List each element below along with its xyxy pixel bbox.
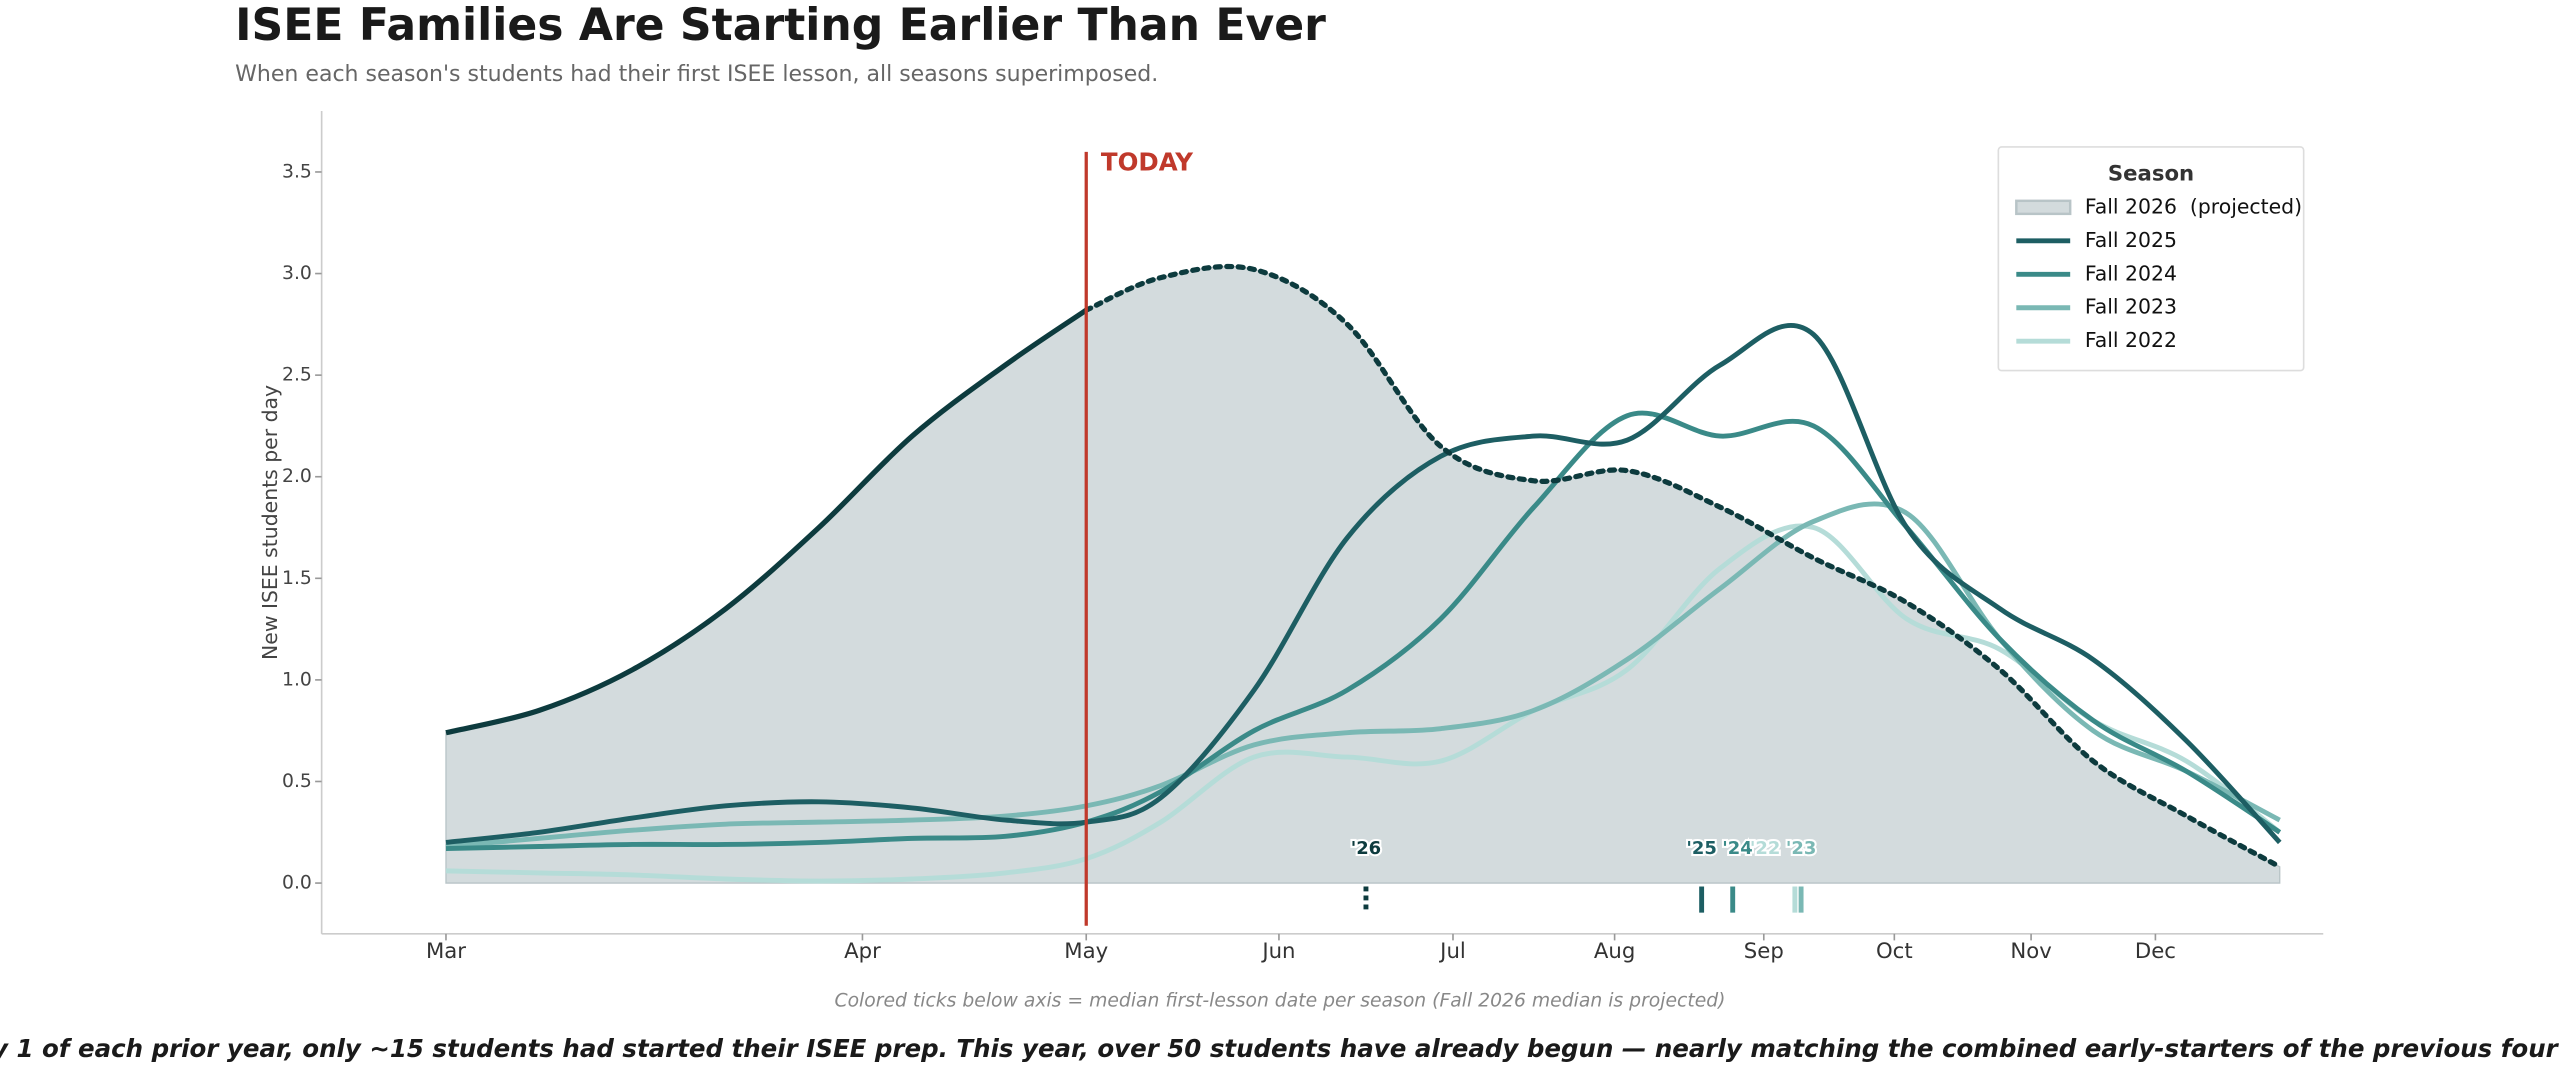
y-tick-label: 2.5 — [282, 365, 312, 386]
x-tick-label: Nov — [2010, 939, 2051, 964]
legend-swatch — [2015, 199, 2072, 216]
y-tick-label: 2.0 — [282, 466, 312, 487]
caption: Colored ticks below axis = median first-… — [834, 990, 1725, 1011]
legend-label: Fall 2026 (projected) — [2085, 194, 2302, 218]
y-tick-label: 1.5 — [282, 568, 312, 589]
y-tick-label: 3.0 — [282, 263, 312, 284]
chart-title: ISEE Families Are Starting Earlier Than … — [235, 0, 1326, 51]
median-label: '25 — [1686, 838, 1716, 859]
x-tick-label: Dec — [2135, 939, 2176, 964]
line — [445, 307, 1088, 736]
x-tick-label: Apr — [844, 939, 881, 964]
line — [445, 322, 2282, 845]
x-tick-label: Oct — [1876, 939, 1913, 964]
legend-title: Season — [2108, 162, 2194, 187]
y-tick-label: 1.0 — [282, 669, 312, 690]
y-tick-label: 3.5 — [282, 161, 312, 182]
x-tick-label: Jun — [1260, 939, 1295, 964]
footnote: By May 1 of each prior year, only ~15 st… — [0, 1034, 2560, 1063]
median-label: '23 — [1786, 838, 1816, 859]
x-tick-label: Aug — [1594, 939, 1635, 964]
x-tick-label: Jul — [1438, 939, 1466, 964]
line-projected — [1083, 263, 2283, 870]
x-tick-label: May — [1064, 939, 1108, 964]
legend-label: Fall 2023 — [2085, 295, 2177, 319]
line — [445, 523, 2282, 884]
x-tick-label: Sep — [1744, 939, 1784, 964]
y-tick-label: 0.5 — [282, 771, 312, 792]
y-tick-label: 0.0 — [282, 873, 312, 894]
legend-label: Fall 2025 — [2085, 228, 2177, 252]
today-label: TODAY — [1101, 147, 1193, 176]
median-label: '26 — [1351, 838, 1381, 859]
x-tick-label: Mar — [426, 939, 466, 964]
median-label: '24 — [1722, 838, 1752, 859]
median-label: '22 — [1750, 838, 1780, 859]
legend-label: Fall 2024 — [2085, 261, 2177, 285]
legend-label: Fall 2022 — [2085, 328, 2177, 352]
line — [445, 410, 2282, 851]
legend-box — [1997, 146, 2305, 372]
chart-subtitle: When each season's students had their fi… — [235, 62, 1158, 87]
y-axis-label: New ISEE students per day — [258, 385, 282, 660]
